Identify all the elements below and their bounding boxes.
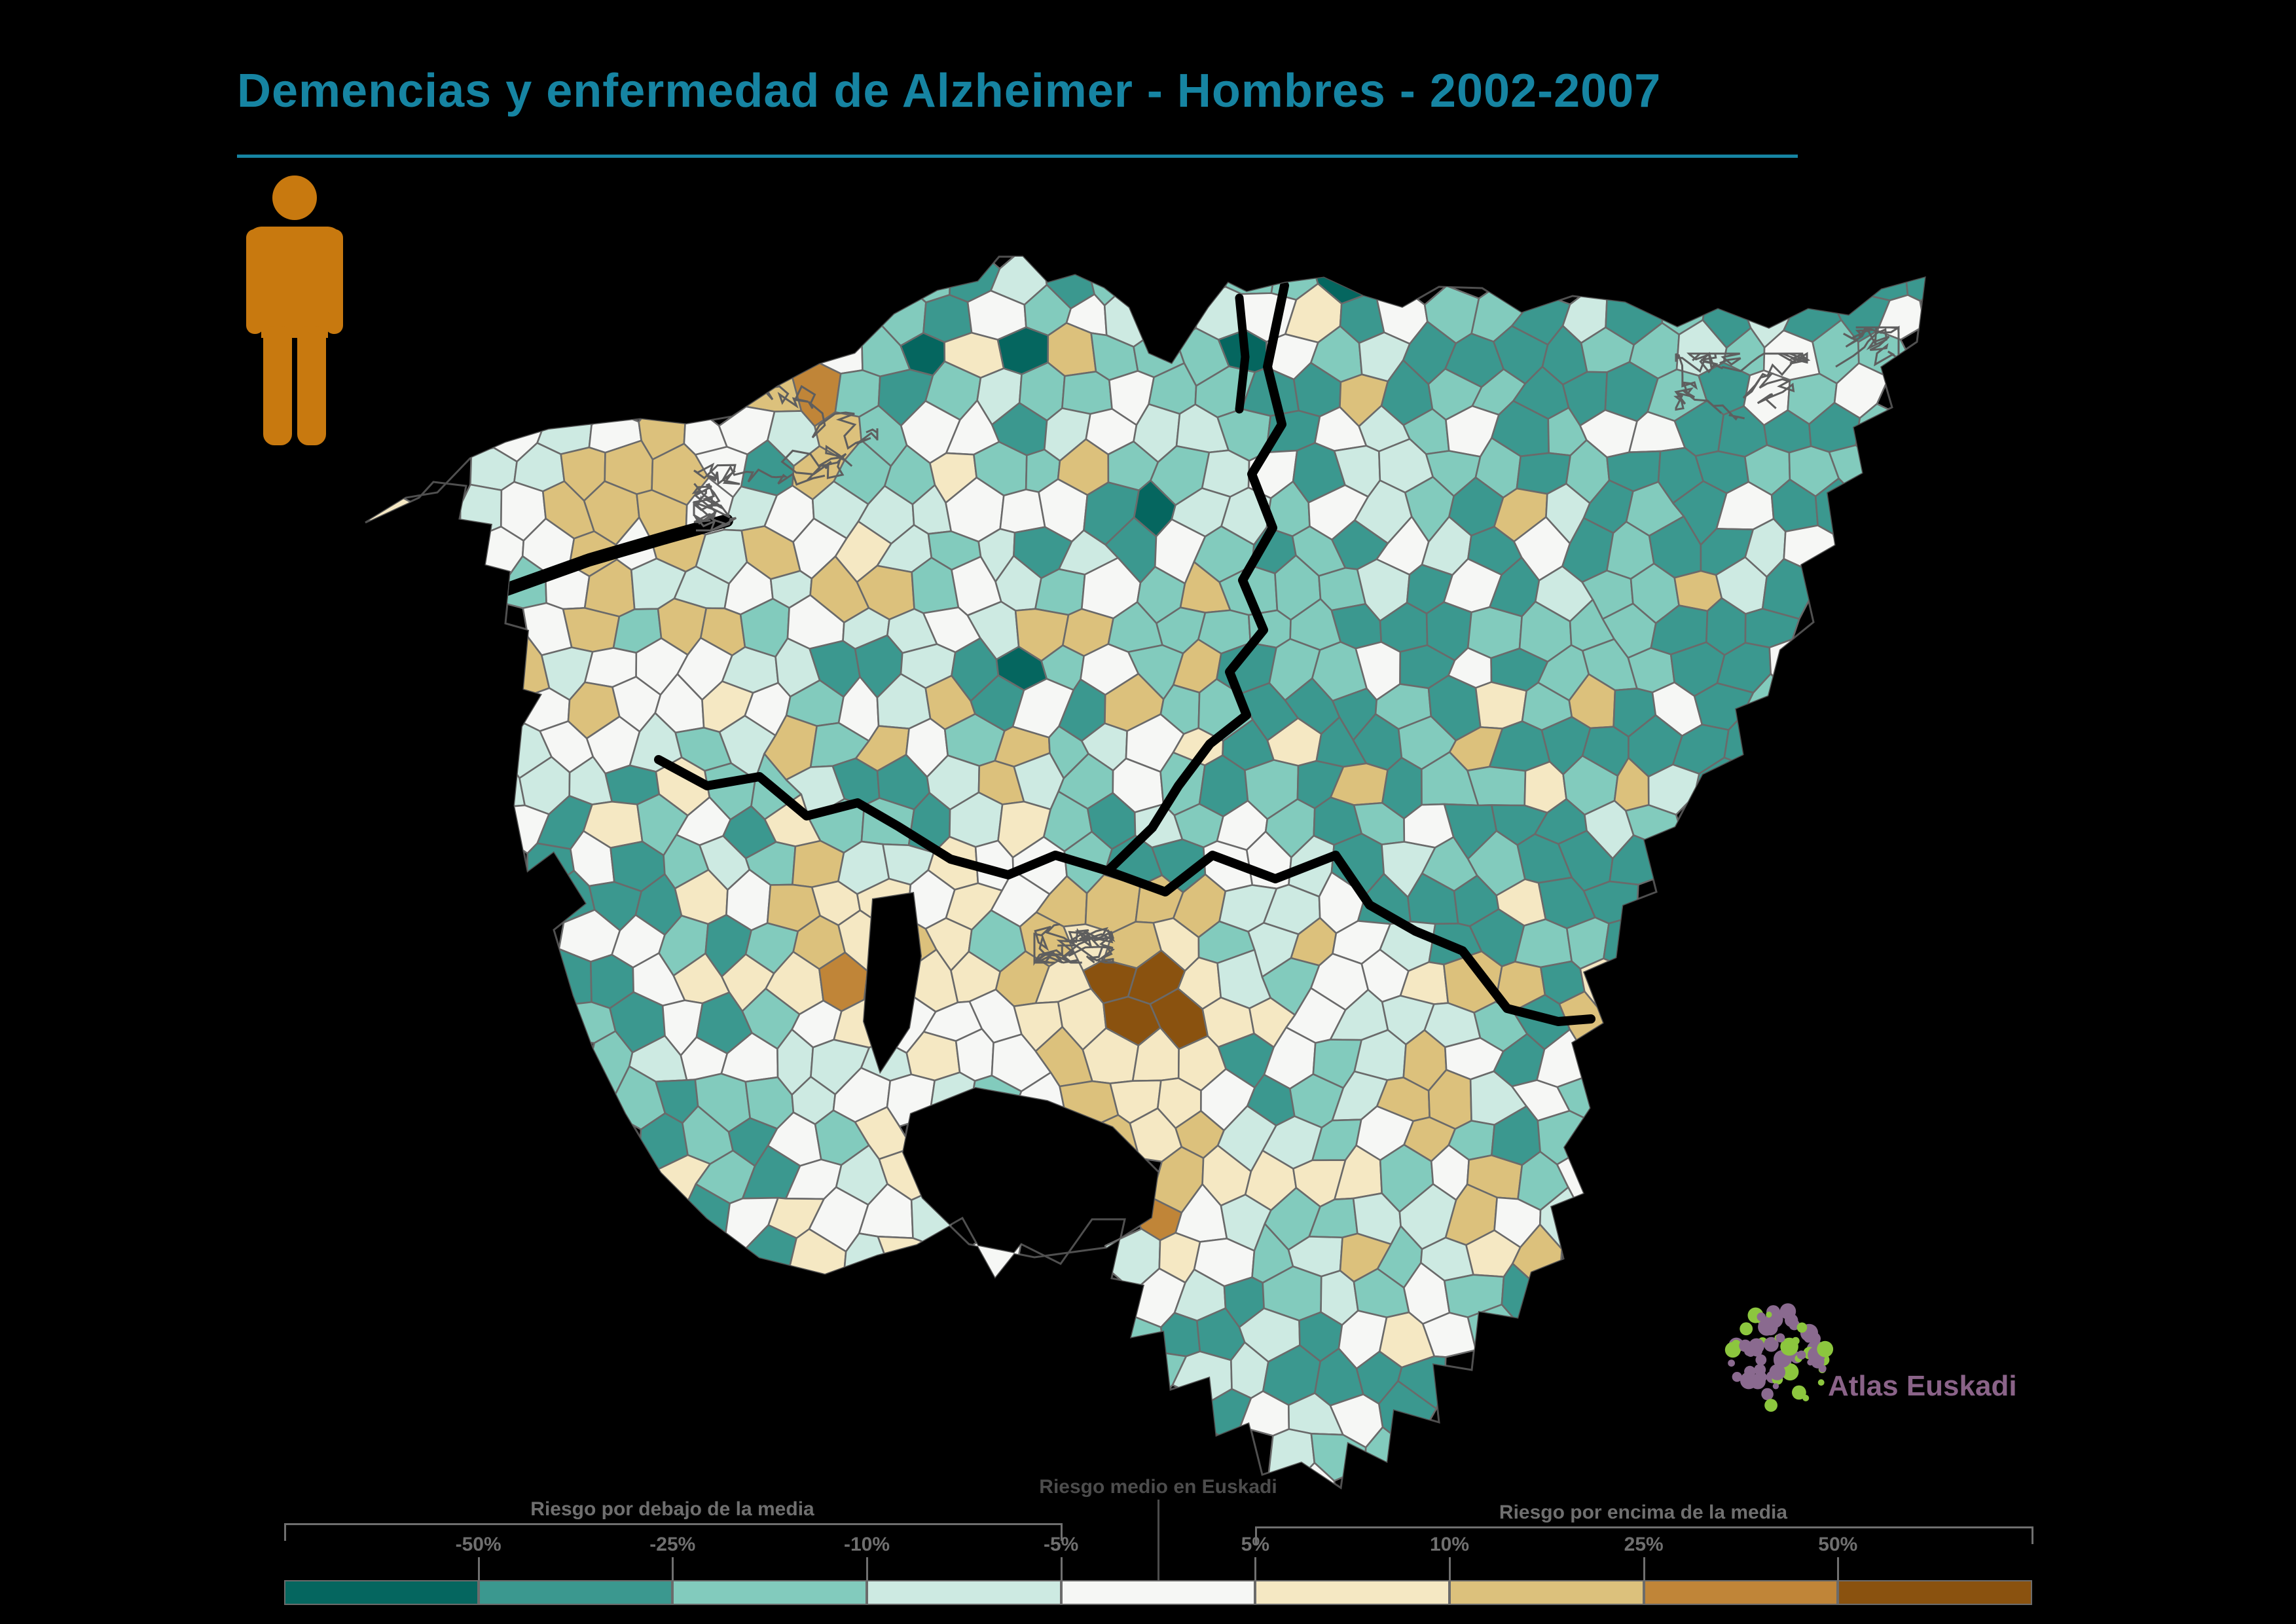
logo-sphere-dot: [1740, 1322, 1753, 1336]
logo-sphere-dot: [1817, 1379, 1825, 1386]
municipality-layer: [365, 257, 1925, 1488]
logo-sphere-dot: [1724, 1342, 1741, 1358]
province-border-bizkaia-araba: [654, 755, 1112, 879]
logo-sphere-dot: [1755, 1371, 1767, 1383]
atlas-euskadi-logo-text: Atlas Euskadi: [1828, 1370, 2017, 1402]
legend-below-label: Riesgo por debajo de la media: [530, 1498, 814, 1520]
logo-sphere-dot: [1764, 1399, 1778, 1412]
province-border-bizkaia-gipuzkoa: [1103, 281, 1289, 876]
legend-tick: [477, 1557, 480, 1580]
legend-tick: [1254, 1557, 1257, 1580]
legend-below-bracket: [284, 1523, 1063, 1541]
legend-color-segment: [867, 1580, 1061, 1605]
logo-sphere-dot: [1766, 1311, 1772, 1318]
urban-area-irun: [1835, 325, 1900, 368]
logo-sphere-dot: [1802, 1395, 1810, 1401]
gernika-estuary: [1235, 293, 1250, 414]
logo-sphere-dot: [1755, 1354, 1767, 1366]
logo-sphere-dot: [1819, 1365, 1827, 1373]
legend-tick: [1837, 1557, 1840, 1580]
logo-sphere-dot: [1781, 1363, 1799, 1381]
logo-sphere-dot: [1757, 1312, 1766, 1321]
male-icon-left-leg: [263, 326, 292, 445]
legend-color-segment: [1643, 1580, 1838, 1605]
legend-middle-pointer-line: [1157, 1500, 1159, 1580]
legend-tick: [1449, 1557, 1451, 1580]
male-icon-left-arm: [246, 229, 264, 334]
legend-tick-label: 5%: [1241, 1534, 1270, 1555]
legend-tick: [866, 1557, 868, 1580]
title-underline: [237, 155, 1798, 158]
legend-tick-label: -10%: [843, 1534, 890, 1555]
legend-color-segment: [1449, 1580, 1644, 1605]
logo-sphere-dot: [1728, 1359, 1736, 1367]
legend-tick: [1643, 1557, 1645, 1580]
legend-color-segment: [1838, 1580, 2033, 1605]
logo-sphere-dot: [1817, 1340, 1834, 1357]
logo-sphere-dot: [1779, 1303, 1796, 1320]
logo-sphere-dot: [1761, 1388, 1774, 1401]
logo-sphere-dot: [1739, 1339, 1752, 1352]
legend-tick: [1060, 1557, 1063, 1580]
province-border-gipuzkoa-araba: [1103, 851, 1595, 1026]
urban-area-bilbao: [691, 483, 737, 532]
urban-area-donostia: [1692, 352, 1811, 409]
legend-color-segment: [1255, 1580, 1450, 1605]
logo-sphere-dot: [1796, 1322, 1808, 1333]
male-icon-right-arm: [325, 229, 343, 334]
logo-sphere-dot: [1762, 1320, 1778, 1336]
legend-color-bar: [284, 1580, 2033, 1605]
legend-above-label: Riesgo por encima de la media: [1499, 1502, 1788, 1523]
legend-above-bracket: [1255, 1526, 2033, 1544]
legend-color-segment: [1061, 1580, 1256, 1605]
logo-sphere-dot: [1796, 1350, 1806, 1359]
legend-tick-label: -5%: [1043, 1534, 1079, 1555]
logo-sphere-dot: [1804, 1333, 1813, 1343]
urban-area-vitoria: [1033, 927, 1116, 966]
legend-color-segment: [478, 1580, 673, 1605]
logo-sphere-dot: [1780, 1337, 1798, 1356]
logo-sphere-dot: [1751, 1345, 1762, 1357]
logo-sphere-dot: [1776, 1333, 1785, 1343]
legend-tick-label: -25%: [649, 1534, 696, 1555]
logo-sphere-dot: [1764, 1337, 1779, 1352]
logo-sphere-dot: [1740, 1372, 1758, 1390]
logo-sphere-dot: [1769, 1364, 1785, 1380]
male-icon-torso: [261, 227, 328, 338]
logo-sphere-dot: [1732, 1372, 1742, 1382]
legend-tick: [672, 1557, 674, 1580]
legend-tick-label: 10%: [1429, 1534, 1470, 1555]
male-icon-right-leg: [297, 326, 326, 445]
legend-color-segment: [284, 1580, 479, 1605]
legend-tick-label: 25%: [1624, 1534, 1664, 1555]
legend-color-segment: [672, 1580, 867, 1605]
male-icon-head: [272, 175, 317, 220]
logo-sphere-dot: [1772, 1383, 1779, 1390]
urban-area-bilbao: [693, 445, 853, 486]
logo-sphere-dot: [1792, 1385, 1806, 1400]
legend-middle-label: Riesgo medio en Euskadi: [1039, 1476, 1277, 1498]
page-title: Demencias y enfermedad de Alzheimer - Ho…: [237, 65, 1662, 117]
legend-tick-label: -50%: [455, 1534, 501, 1555]
legend-tick-label: 50%: [1818, 1534, 1858, 1555]
